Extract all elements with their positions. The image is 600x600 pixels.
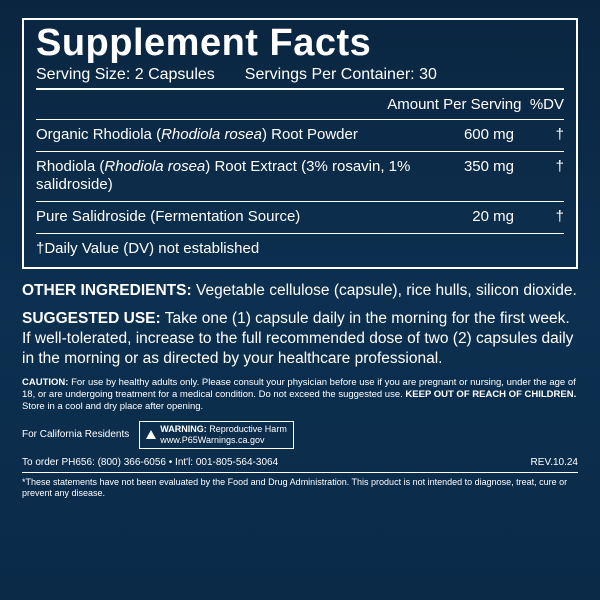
suggested-use-label: SUGGESTED USE: — [22, 310, 161, 327]
servings-per-label: Servings Per Container: — [245, 66, 415, 83]
column-headers: Amount Per Serving %DV — [36, 90, 564, 119]
caution-bold: KEEP OUT OF REACH OF CHILDREN. — [405, 389, 576, 400]
prop65-warning-box: WARNING: Reproductive Harm www.P65Warnin… — [139, 421, 294, 449]
warning-url: www.P65Warnings.ca.gov — [160, 435, 264, 445]
california-row: For California Residents WARNING: Reprod… — [22, 421, 578, 449]
dv-footnote: †Daily Value (DV) not established — [36, 234, 564, 259]
fda-disclaimer: *These statements have not been evaluate… — [22, 477, 578, 500]
ingredient-amount: 20 mg — [434, 208, 514, 227]
serving-size-value: 2 Capsules — [135, 66, 215, 83]
ingredient-name: Organic Rhodiola (Rhodiola rosea) Root P… — [36, 126, 434, 145]
col-dv: %DV — [530, 96, 564, 113]
caution-label: CAUTION: — [22, 377, 68, 388]
ingredient-name: Pure Salidroside (Fermentation Source) — [36, 208, 434, 227]
ingredient-dv: † — [514, 158, 564, 196]
panel-title: Supplement Facts — [36, 24, 564, 64]
order-row: To order PH656: (800) 366-6056 • Int'l: … — [22, 457, 578, 473]
serving-size-label: Serving Size: — [36, 66, 130, 83]
ingredient-dv: † — [514, 126, 564, 145]
ingredient-amount: 350 mg — [434, 158, 514, 196]
serving-row: Serving Size: 2 Capsules Servings Per Co… — [36, 66, 564, 88]
ingredient-row: Organic Rhodiola (Rhodiola rosea) Root P… — [36, 120, 564, 151]
suggested-use-section: SUGGESTED USE: Take one (1) capsule dail… — [22, 309, 578, 369]
supplement-facts-panel: Supplement Facts Serving Size: 2 Capsule… — [22, 18, 578, 269]
col-amount: Amount Per Serving — [387, 96, 521, 113]
other-ingredients-text: Vegetable cellulose (capsule), rice hull… — [196, 282, 577, 299]
ingredient-dv: † — [514, 208, 564, 227]
other-ingredients-label: OTHER INGREDIENTS: — [22, 282, 192, 299]
ingredient-row: Rhodiola (Rhodiola rosea) Root Extract (… — [36, 152, 564, 202]
ingredient-amount: 600 mg — [434, 126, 514, 145]
california-label: For California Residents — [22, 429, 129, 440]
caution-text-2: Store in a cool and dry place after open… — [22, 401, 203, 412]
caution-section: CAUTION: For use by healthy adults only.… — [22, 377, 578, 413]
servings-per-value: 30 — [419, 66, 437, 83]
ingredient-name: Rhodiola (Rhodiola rosea) Root Extract (… — [36, 158, 434, 196]
ingredient-row: Pure Salidroside (Fermentation Source)20… — [36, 202, 564, 233]
revision: REV.10.24 — [531, 457, 578, 468]
warning-triangle-icon — [146, 430, 156, 439]
warning-label: WARNING: — [160, 424, 207, 434]
warning-text: Reproductive Harm — [209, 424, 287, 434]
other-ingredients-section: OTHER INGREDIENTS: Vegetable cellulose (… — [22, 281, 578, 301]
order-text: To order PH656: (800) 366-6056 • Int'l: … — [22, 457, 278, 468]
